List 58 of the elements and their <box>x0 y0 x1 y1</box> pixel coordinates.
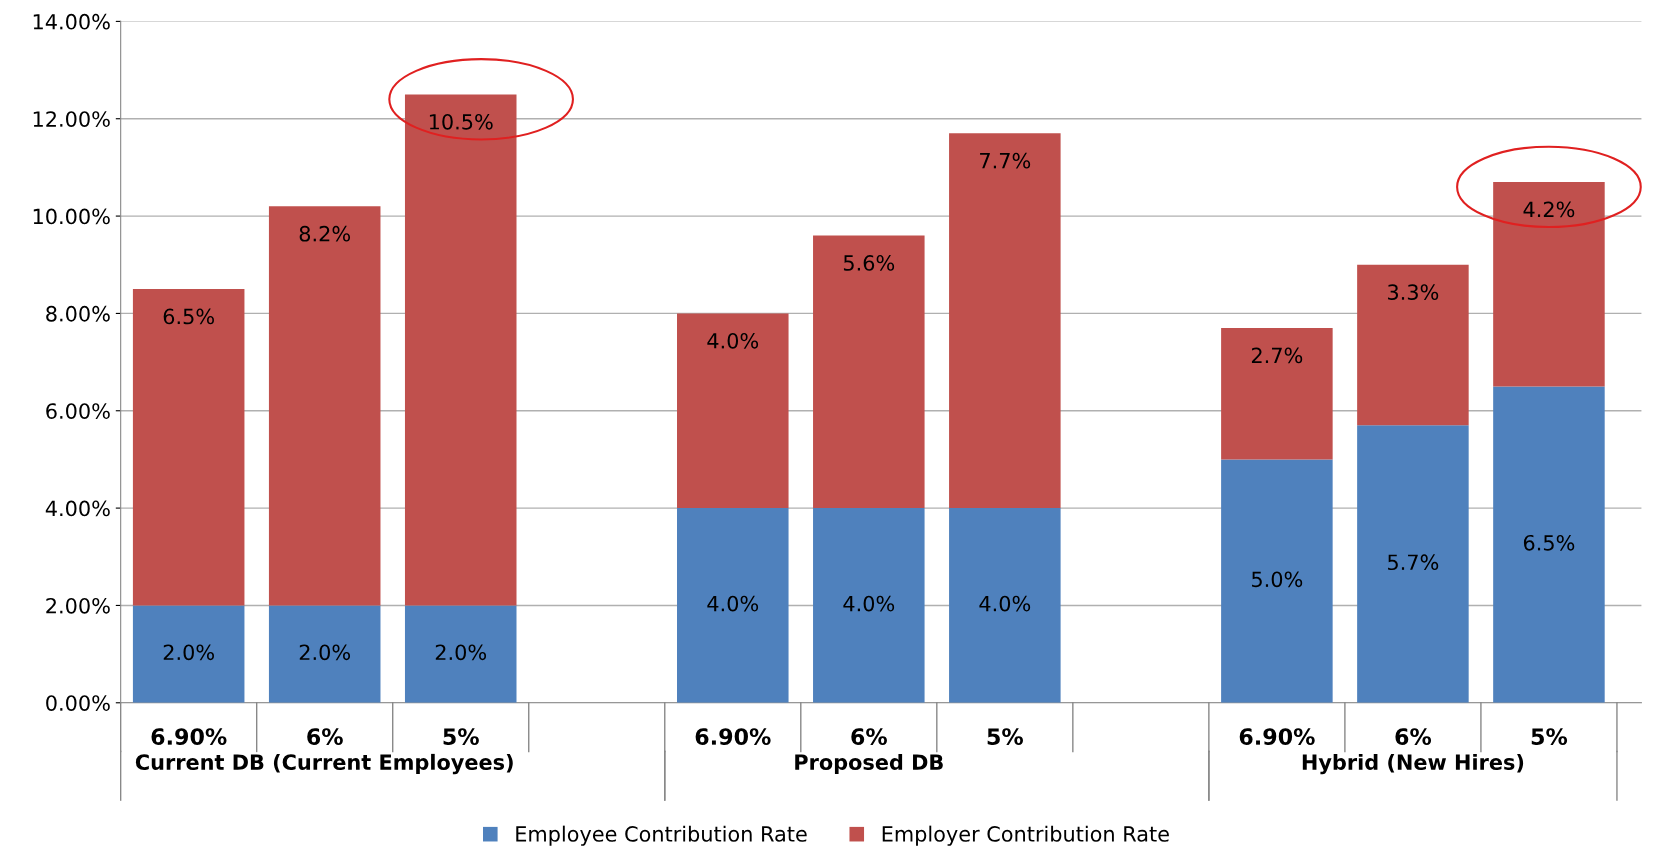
y-tick-label: 6.00% <box>46 403 110 419</box>
data-label: 6.5% <box>163 308 214 325</box>
data-label: 5.0% <box>1252 571 1303 588</box>
y-tick-label: 10.00% <box>33 208 110 225</box>
y-tick-label: 8.00% <box>46 305 110 322</box>
data-label: 3.3% <box>1388 284 1439 300</box>
text: Hybrid (New Hires) <box>1302 753 1524 775</box>
x-tick-label: 6% <box>307 728 343 745</box>
text: Proposed DB <box>795 753 943 775</box>
x-tick-label: 6% <box>851 728 887 745</box>
data-label: 4.0% <box>707 595 759 612</box>
bar <box>132 605 245 703</box>
data-label: 4.2% <box>1523 201 1575 218</box>
bar <box>813 235 925 509</box>
data-label: 4.0% <box>843 595 895 612</box>
data-label: 2.0% <box>163 644 214 661</box>
bar <box>1493 182 1605 387</box>
data-label: 8.2% <box>299 225 351 242</box>
y-tick-label: 12.00% <box>33 111 110 127</box>
data-label: 6.5% <box>1523 534 1575 551</box>
data-label: 2.0% <box>299 644 351 661</box>
x-tick-label: 6.90% <box>151 728 227 745</box>
bar <box>268 605 381 703</box>
bar <box>813 508 925 703</box>
bar <box>1221 328 1333 460</box>
bar <box>404 605 517 703</box>
data-label: 10.5% <box>429 113 493 130</box>
data-label: 4.0% <box>707 332 759 349</box>
x-tick-label: 6.90% <box>1239 728 1315 745</box>
y-tick-label: 0.00% <box>46 695 110 711</box>
bar <box>404 94 517 606</box>
bar <box>677 508 789 703</box>
x-tick-label: 6% <box>1395 728 1432 745</box>
data-label: 5.7% <box>1388 554 1439 571</box>
x-tick-label: 5% <box>443 728 479 745</box>
y-tick-label: 4.00% <box>45 500 110 517</box>
x-tick-label: 5% <box>987 728 1023 745</box>
bar <box>1357 425 1469 703</box>
x-tick-label: 5% <box>1531 728 1568 745</box>
bar <box>1493 386 1605 703</box>
legend-label: Employer Contribution Rate <box>882 825 1169 846</box>
text: Current DB (Current Employees) <box>135 753 513 775</box>
y-tick-label: 14.00% <box>33 13 110 30</box>
bar <box>949 133 1061 509</box>
bar <box>949 508 1061 703</box>
data-label: 2.7% <box>1251 347 1303 364</box>
bar <box>268 206 381 606</box>
legend-label: Employee Contribution Rate <box>516 825 807 846</box>
data-label: 7.7% <box>980 152 1031 169</box>
x-tick-label: 6.90% <box>695 728 771 745</box>
data-label: 4.0% <box>979 595 1031 612</box>
bar <box>677 313 789 509</box>
data-label: 2.0% <box>435 644 487 661</box>
y-tick-label: 2.00% <box>46 597 110 614</box>
bar <box>1221 459 1333 703</box>
bar <box>132 289 245 606</box>
bar <box>1357 264 1469 426</box>
data-label: 5.6% <box>843 255 895 271</box>
